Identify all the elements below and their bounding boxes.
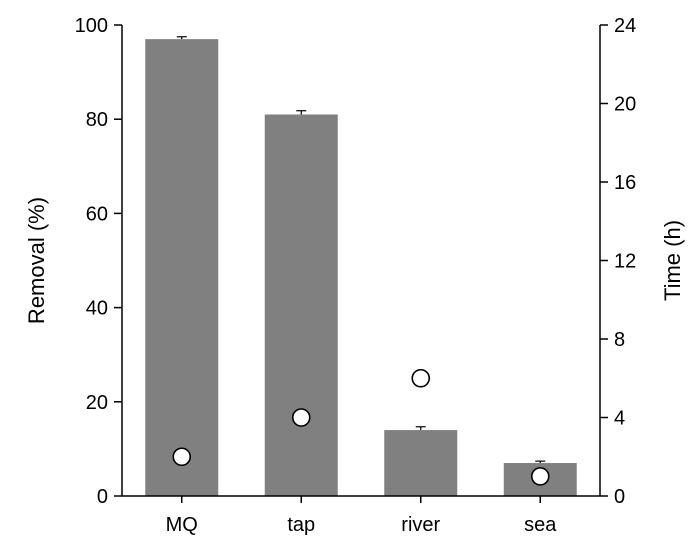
right-y-tick-label: 4: [614, 408, 625, 430]
time-point-river: [411, 368, 431, 388]
time-point-MQ: [172, 447, 192, 467]
left-y-axis-label: Removal (%): [24, 197, 49, 324]
right-y-tick-label: 8: [614, 329, 625, 351]
time-point-tap: [291, 408, 311, 427]
left-y-tick-label: 100: [75, 15, 108, 37]
x-tick-label-river: river: [401, 514, 440, 536]
time-point-sea: [530, 467, 550, 486]
left-y-tick-label: 20: [86, 392, 108, 414]
bars-layer: [145, 39, 577, 497]
left-y-tick-label: 40: [86, 298, 108, 320]
left-y-tick-label: 80: [86, 109, 108, 131]
bar-tap: [264, 114, 338, 497]
error-bars-layer: [176, 36, 546, 464]
right-y-tick-label: 0: [614, 486, 625, 508]
left-y-tick-label: 0: [97, 486, 108, 508]
right-y-axis-label: Time (h): [660, 220, 685, 301]
x-tick-label-MQ: MQ: [166, 514, 198, 536]
right-y-tick-label: 12: [614, 251, 636, 273]
ticks-layer: 0 20 40 60 80 100 0 4 8 12 16 20 24 MQ tap river sea: [75, 15, 637, 536]
points-layer: [172, 368, 550, 486]
bar-river: [384, 430, 458, 496]
x-tick-label-tap: tap: [287, 514, 315, 536]
bar-MQ: [145, 39, 219, 496]
x-tick-label-sea: sea: [524, 514, 557, 536]
right-y-tick-label: 24: [614, 15, 636, 37]
right-y-tick-label: 20: [614, 94, 636, 116]
right-y-tick-label: 16: [614, 172, 636, 194]
left-y-tick-label: 60: [86, 203, 108, 225]
